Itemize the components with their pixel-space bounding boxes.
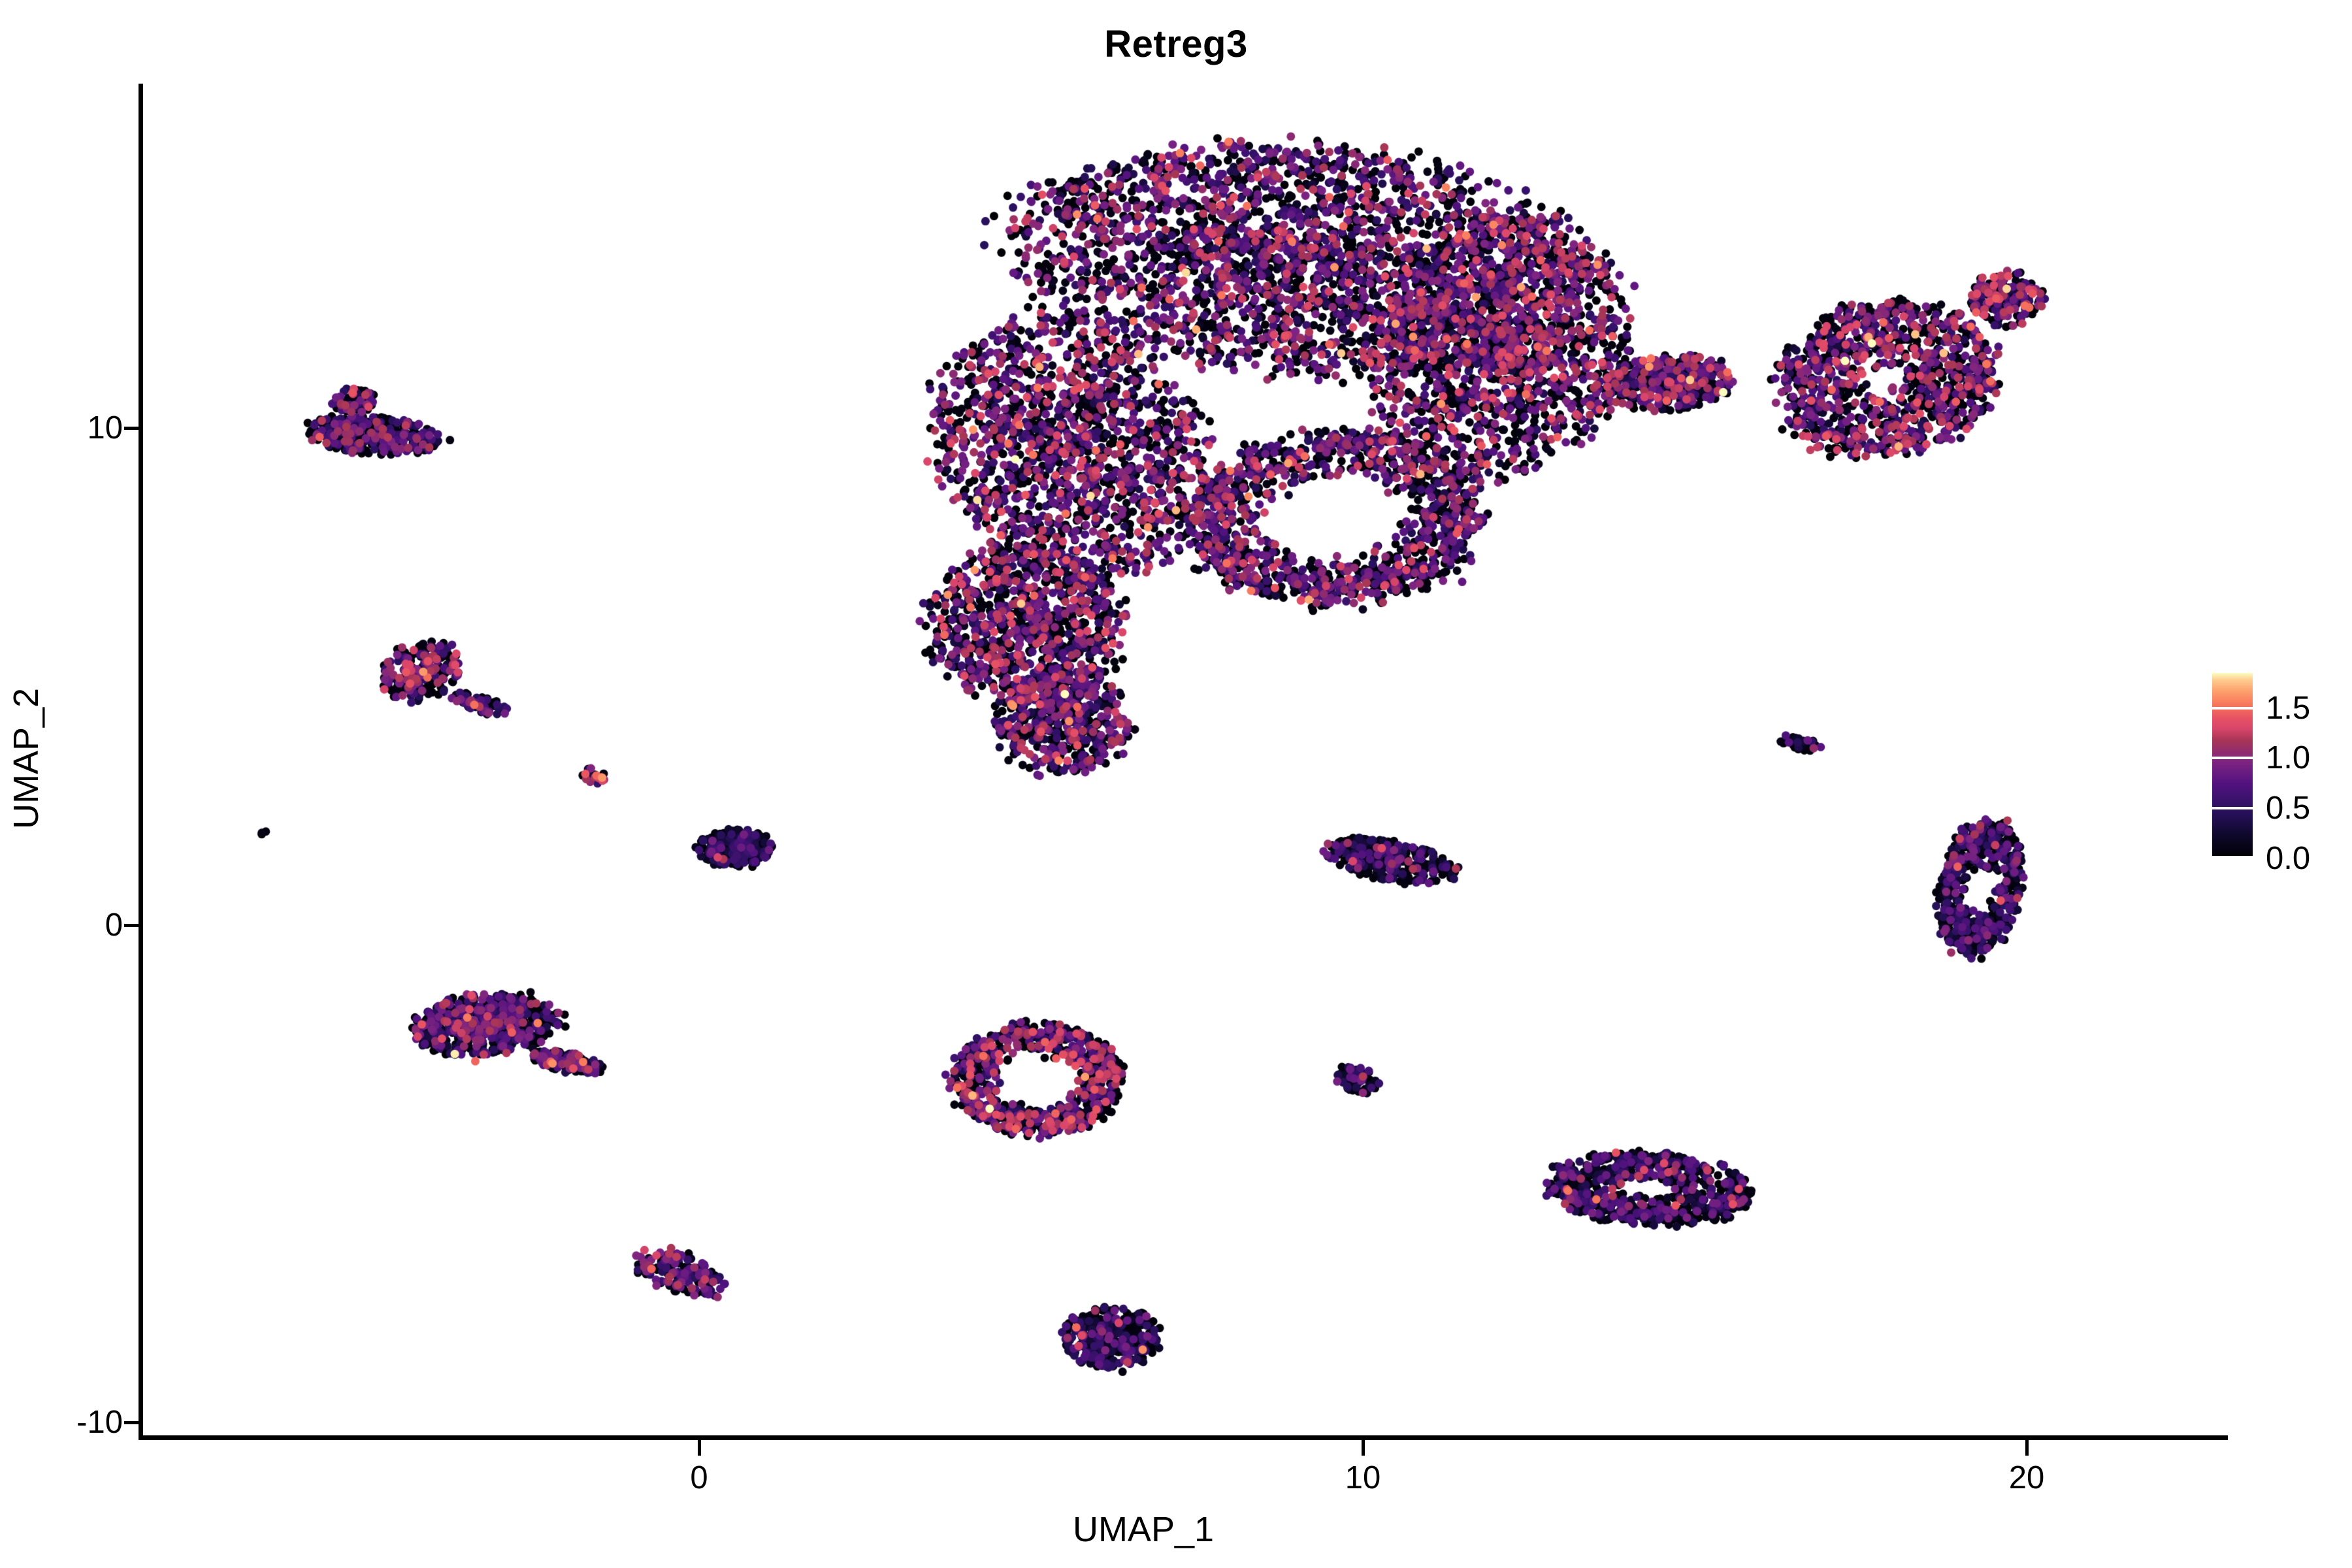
x-axis-line	[139, 1435, 2228, 1440]
y-tick-mark	[124, 924, 139, 927]
colorbar-tick-mark	[2212, 757, 2253, 760]
page-title: Retreg3	[1104, 23, 1248, 65]
colorbar-legend: 0.0 0.5 1.0 1.5	[2212, 673, 2336, 876]
colorbar-tick-label: 0.0	[2266, 841, 2311, 876]
y-axis-line	[139, 84, 143, 1440]
x-tick-label: 0	[690, 1460, 708, 1495]
colorbar-gradient	[2212, 673, 2253, 858]
x-tick-label: 20	[2008, 1460, 2045, 1495]
colorbar-tick-mark	[2212, 856, 2253, 858]
colorbar-tick-label: 1.5	[2266, 690, 2311, 726]
x-tick-mark	[698, 1440, 701, 1456]
y-tick-mark	[124, 427, 139, 430]
colorbar-tick-mark	[2212, 706, 2253, 710]
y-tick-label: -10	[76, 1405, 123, 1440]
x-tick-mark	[2025, 1440, 2029, 1456]
x-tick-mark	[1362, 1440, 1365, 1456]
y-axis-label: UMAP_2	[7, 687, 46, 830]
y-tick-mark	[124, 1421, 139, 1424]
x-axis-label: UMAP_1	[1072, 1510, 1215, 1549]
colorbar-tick-label: 1.0	[2266, 740, 2311, 776]
colorbar-tick-label: 0.5	[2266, 791, 2311, 826]
y-tick-label: 10	[87, 410, 123, 446]
x-tick-label: 10	[1345, 1460, 1381, 1495]
colorbar-tick-mark	[2212, 807, 2253, 810]
y-tick-label: 0	[105, 907, 123, 943]
